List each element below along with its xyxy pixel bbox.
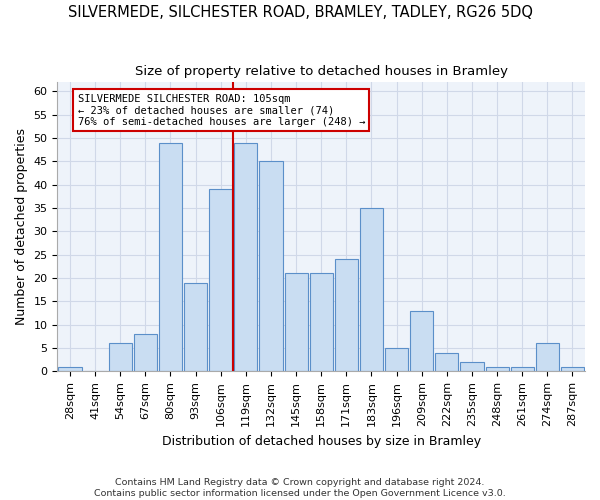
Y-axis label: Number of detached properties: Number of detached properties [15, 128, 28, 325]
Bar [134, 334, 157, 372]
Bar [109, 344, 132, 371]
Bar [561, 366, 584, 372]
Bar [284, 274, 308, 372]
Bar [410, 310, 433, 372]
Bar [310, 274, 333, 372]
Bar [184, 282, 207, 372]
Bar [360, 208, 383, 372]
Bar [460, 362, 484, 372]
Bar [234, 142, 257, 372]
Bar [536, 344, 559, 371]
Text: SILVERMEDE SILCHESTER ROAD: 105sqm
← 23% of detached houses are smaller (74)
76%: SILVERMEDE SILCHESTER ROAD: 105sqm ← 23%… [77, 94, 365, 127]
Bar [335, 260, 358, 372]
Text: Contains HM Land Registry data © Crown copyright and database right 2024.
Contai: Contains HM Land Registry data © Crown c… [94, 478, 506, 498]
X-axis label: Distribution of detached houses by size in Bramley: Distribution of detached houses by size … [161, 434, 481, 448]
Bar [259, 162, 283, 372]
Bar [159, 142, 182, 372]
Bar [385, 348, 408, 372]
Title: Size of property relative to detached houses in Bramley: Size of property relative to detached ho… [135, 65, 508, 78]
Bar [435, 352, 458, 372]
Text: SILVERMEDE, SILCHESTER ROAD, BRAMLEY, TADLEY, RG26 5DQ: SILVERMEDE, SILCHESTER ROAD, BRAMLEY, TA… [67, 5, 533, 20]
Bar [511, 366, 534, 372]
Bar [58, 366, 82, 372]
Bar [485, 366, 509, 372]
Bar [209, 190, 232, 372]
